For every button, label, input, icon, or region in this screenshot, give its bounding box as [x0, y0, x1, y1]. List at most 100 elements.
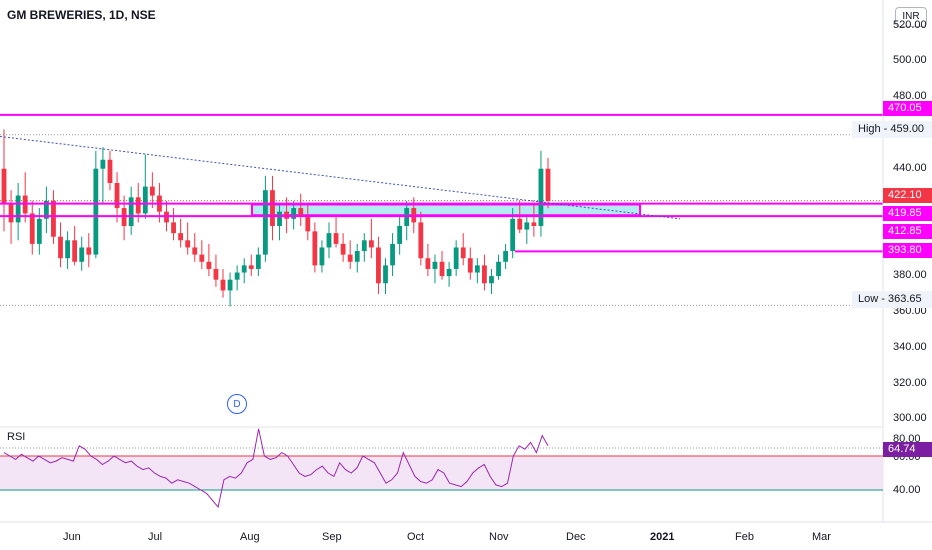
level-tag-393: 393.80	[883, 243, 932, 258]
level-tag-412: 412.85	[883, 224, 932, 239]
candle-body	[510, 218, 516, 252]
candle	[65, 231, 70, 269]
candle	[496, 254, 501, 280]
time-tick: Feb	[735, 531, 754, 543]
candle	[227, 272, 233, 307]
candle	[467, 247, 473, 280]
candle-body	[100, 159, 106, 169]
candle	[263, 175, 268, 262]
candle-body	[368, 240, 374, 248]
rsi-band	[0, 456, 883, 490]
price-tick: 480.00	[893, 90, 927, 103]
price-tick: 500.00	[893, 54, 927, 67]
candle-body	[446, 268, 452, 277]
candle	[312, 222, 318, 273]
candle	[361, 233, 367, 262]
low-marker: Low - 363.65	[852, 291, 932, 308]
candle	[1, 129, 7, 232]
candle-body	[439, 261, 445, 277]
candle	[149, 172, 155, 209]
candle	[15, 183, 21, 241]
candle	[22, 172, 28, 223]
candle-body	[43, 200, 49, 219]
candle-body	[347, 254, 353, 262]
candle	[397, 215, 403, 255]
candle	[248, 254, 254, 277]
candle-body	[15, 195, 21, 223]
candle	[453, 240, 459, 277]
candle	[241, 258, 247, 284]
candle-body	[86, 247, 92, 255]
high-marker: High - 459.00	[852, 121, 932, 138]
candle	[376, 236, 381, 294]
currency-selector[interactable]: INR	[895, 7, 927, 27]
candle-body	[227, 279, 233, 291]
rsi-label[interactable]: RSI	[7, 431, 26, 443]
candle	[234, 265, 240, 291]
candle	[178, 218, 184, 248]
candle	[439, 251, 445, 280]
chart-title: GM BREWERIES, 1D, NSE	[7, 8, 156, 22]
candle	[185, 222, 191, 255]
candle	[86, 233, 92, 268]
candle-body	[418, 222, 424, 259]
candle-body	[220, 279, 226, 291]
candle-body	[474, 265, 480, 273]
candle	[79, 236, 85, 271]
level-tag-419: 419.85	[883, 206, 932, 221]
candle-body	[248, 265, 254, 269]
candle-body	[361, 240, 367, 252]
candle	[270, 175, 275, 241]
candle	[255, 247, 261, 277]
price-tick: 440.00	[893, 161, 927, 174]
candle	[489, 268, 494, 294]
price-tick: 520.00	[893, 18, 927, 31]
time-tick: Jul	[148, 531, 163, 543]
candle-body	[354, 251, 360, 262]
candle	[460, 233, 466, 266]
candle-body	[135, 197, 141, 214]
candle-body	[149, 186, 155, 196]
candle	[298, 193, 304, 226]
candle	[538, 150, 544, 237]
candle-body	[255, 254, 261, 269]
candle-body	[171, 222, 176, 234]
candle	[213, 254, 219, 287]
candle-body	[206, 261, 212, 269]
supply-zone	[251, 203, 641, 217]
rsi-line	[3, 428, 549, 509]
candle	[531, 204, 537, 237]
candle	[142, 154, 148, 219]
candle	[432, 254, 438, 284]
candle-body	[178, 233, 184, 241]
candle-body	[1, 168, 7, 205]
time-tick: Nov	[489, 531, 509, 543]
candle-body	[538, 168, 544, 226]
candle-body	[298, 208, 304, 216]
candle-body	[482, 265, 487, 284]
candle-body	[453, 247, 459, 269]
price-tick: 340.00	[893, 340, 927, 353]
candle	[425, 243, 431, 277]
candle	[446, 261, 452, 287]
time-tick: Jun	[63, 531, 81, 543]
candle	[171, 208, 176, 241]
candle-body	[312, 231, 318, 266]
candle-body	[383, 265, 388, 284]
candle-body	[36, 218, 42, 244]
candle	[524, 215, 530, 244]
candle-body	[517, 218, 523, 230]
candle-body	[29, 213, 35, 244]
candle-body	[524, 222, 530, 230]
candle-body	[432, 261, 438, 269]
candle-body	[93, 168, 99, 255]
candle	[482, 254, 487, 291]
rsi-value-tag: 64.74	[883, 442, 932, 457]
time-tick: Aug	[240, 531, 260, 543]
candle-body	[319, 247, 325, 266]
candle	[305, 204, 311, 241]
candle-body	[340, 243, 346, 255]
candle	[72, 225, 78, 266]
dividend-marker[interactable]: D	[227, 394, 247, 414]
